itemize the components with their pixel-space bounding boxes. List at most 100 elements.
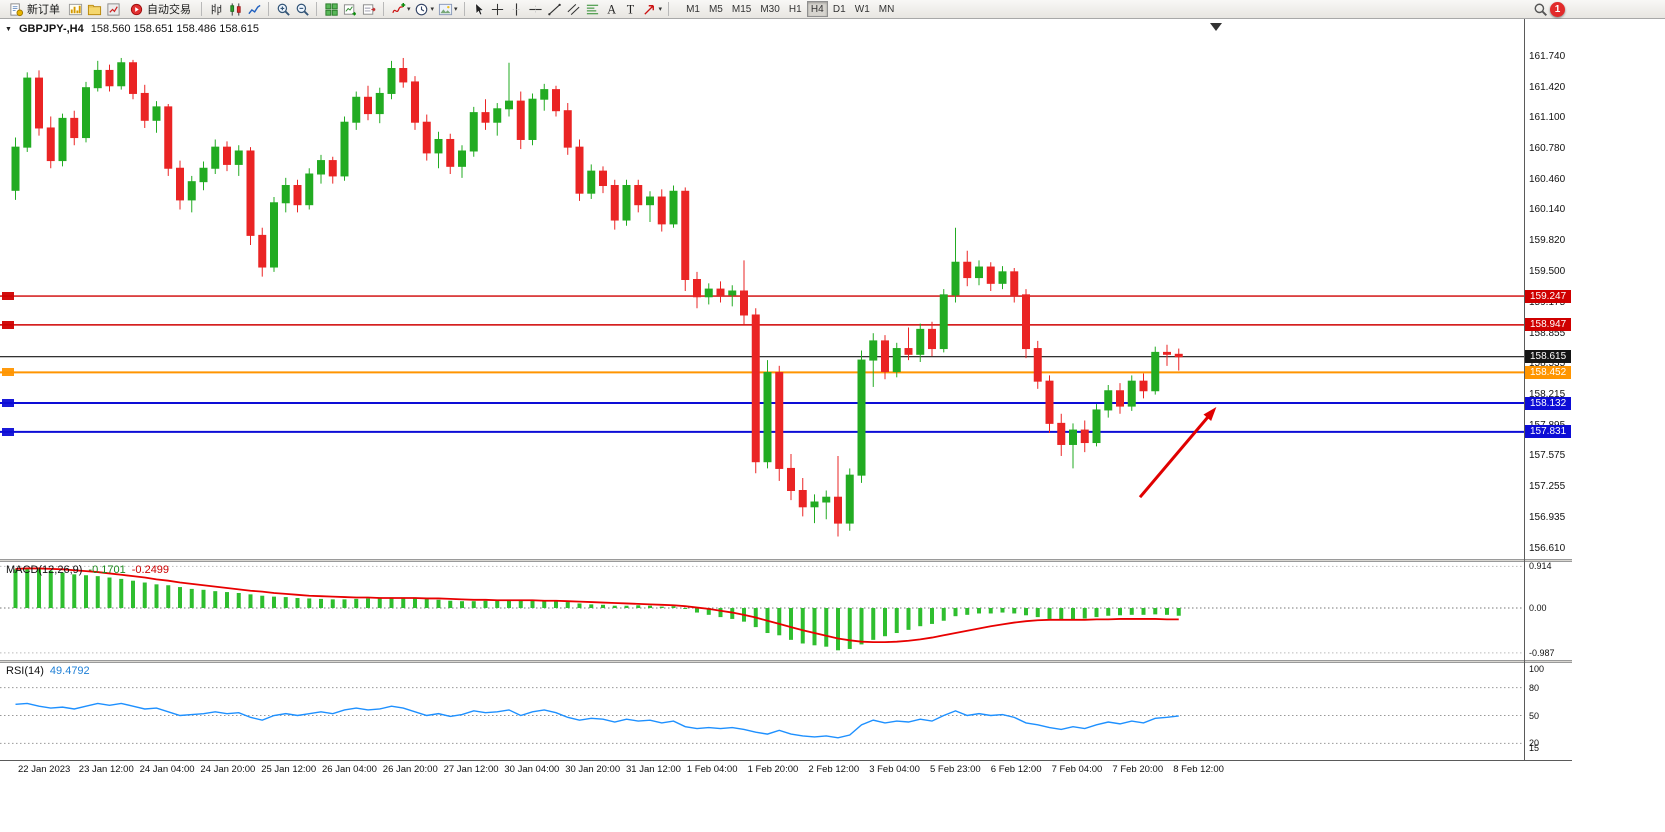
horizontal-line-icon[interactable]	[527, 1, 545, 17]
indicators-dropdown-caret[interactable]: ▾	[407, 6, 411, 13]
price-scale-label: 159.500	[1529, 265, 1566, 277]
new-order-button[interactable]: 新订单	[3, 1, 65, 18]
toolbar-separator	[316, 2, 317, 16]
notification-badge[interactable]: 1	[1550, 1, 1565, 17]
auto-scroll-icon[interactable]	[341, 1, 359, 17]
indicators-icon[interactable]	[389, 1, 407, 17]
arrows-icon[interactable]	[641, 1, 659, 17]
macd-panel[interactable]	[0, 562, 1524, 660]
macd-scale-label: 0.914	[1529, 561, 1552, 572]
periods-dropdown-caret[interactable]: ▾	[430, 6, 435, 13]
time-axis-label: 6 Feb 12:00	[990, 764, 1042, 775]
toolbar-separator	[383, 2, 384, 16]
search-icon[interactable]	[1531, 1, 1549, 17]
new-order-label: 新订单	[27, 4, 60, 16]
time-axis-label: 5 Feb 23:00	[930, 764, 981, 775]
text-icon[interactable]: A	[603, 1, 621, 17]
price-scale-label: 161.420	[1529, 81, 1566, 93]
autotrading-button[interactable]: 自动交易	[123, 1, 196, 18]
macd-name: MACD(12,26,9)	[6, 564, 83, 576]
time-axis-label: 25 Jan 12:00	[261, 764, 317, 775]
timeframe-m5-button[interactable]: M5	[705, 1, 727, 17]
chart-shift-icon[interactable]	[360, 1, 378, 17]
time-axis-label: 27 Jan 12:00	[443, 764, 499, 775]
zoom-in-icon[interactable]	[274, 1, 292, 17]
panel-separator[interactable]	[0, 559, 1572, 562]
price-scale-label: 157.575	[1529, 450, 1566, 462]
autotrading-label: 自动交易	[147, 4, 191, 16]
timeframe-d1-button[interactable]: D1	[829, 1, 850, 17]
main-price-chart[interactable]	[0, 19, 1524, 559]
timeframe-m30-button[interactable]: M30	[756, 1, 783, 17]
trend-arrow-annotation	[1138, 411, 1213, 499]
new-chart-icon[interactable]	[66, 1, 84, 17]
rsi-name: RSI(14)	[6, 665, 44, 677]
timeframe-m1-button[interactable]: M1	[682, 1, 704, 17]
line-chart-icon[interactable]	[245, 1, 263, 17]
price-scale-label: 161.740	[1529, 51, 1566, 62]
chart-marker-icon: ▼	[5, 25, 12, 33]
rsi-indicator-label: RSI(14) 49.4792	[6, 665, 90, 677]
level-left-marker[interactable]	[2, 320, 14, 329]
ohlc-values: 158.560 158.651 158.486 158.615	[90, 23, 259, 35]
market-watch-icon[interactable]	[104, 1, 122, 17]
time-axis-label: 30 Jan 20:00	[565, 764, 621, 775]
time-axis-label: 7 Feb 20:00	[1112, 764, 1164, 775]
candlesticks-icon[interactable]	[226, 1, 244, 17]
fibonacci-icon[interactable]	[584, 1, 602, 17]
level-left-marker[interactable]	[2, 427, 14, 436]
price-scale-label: 160.460	[1529, 173, 1566, 185]
time-axis-label: 2 Feb 12:00	[808, 764, 860, 775]
vertical-line-icon[interactable]	[508, 1, 526, 17]
level-left-marker[interactable]	[2, 292, 14, 301]
trendline-icon[interactable]	[546, 1, 564, 17]
text-label-icon[interactable]: T	[622, 1, 640, 17]
toolbar-separator	[668, 2, 670, 16]
price-level-badge: 158.452	[1525, 365, 1571, 379]
svg-text:A: A	[607, 2, 616, 16]
chart-window[interactable]: ▼ GBPJPY-,H4 158.560 158.651 158.486 158…	[0, 19, 1665, 832]
rsi-panel[interactable]	[0, 663, 1524, 759]
time-axis-label: 26 Jan 20:00	[382, 764, 438, 775]
autotrading-icon	[128, 1, 144, 17]
periods-icon[interactable]	[413, 1, 431, 17]
price-level-badge: 157.831	[1525, 425, 1571, 439]
rsi-scale-label: 15	[1529, 743, 1540, 754]
time-axis-label: 7 Feb 04:00	[1051, 764, 1103, 775]
templates-dropdown-caret[interactable]: ▾	[454, 6, 458, 13]
arrows-dropdown-caret[interactable]: ▾	[658, 6, 663, 13]
cursor-icon[interactable]	[470, 1, 488, 17]
timeframe-h1-button[interactable]: H1	[785, 1, 806, 17]
timeframe-h4-button[interactable]: H4	[806, 1, 828, 17]
price-scale-label: 157.255	[1529, 481, 1566, 493]
level-left-marker[interactable]	[2, 368, 14, 377]
time-axis-label: 30 Jan 04:00	[504, 764, 560, 775]
macd-indicator-label: MACD(12,26,9) -0.1701 -0.2499	[6, 564, 169, 576]
price-level-badge: 158.615	[1525, 350, 1571, 364]
symbol-timeframe: GBPJPY-,H4	[18, 23, 84, 35]
price-scale-label: 158.215	[1529, 389, 1566, 401]
macd-main-value: -0.1701	[88, 564, 126, 576]
level-left-marker[interactable]	[2, 399, 14, 408]
price-axis-border	[1524, 19, 1525, 760]
templates-icon[interactable]	[436, 1, 454, 17]
bar-chart-icon[interactable]	[207, 1, 225, 17]
price-scale-label: 158.535	[1529, 358, 1566, 370]
macd-scale-label: 0.00	[1529, 603, 1547, 613]
time-axis-label: 1 Feb 20:00	[747, 764, 799, 775]
tile-windows-icon[interactable]	[322, 1, 340, 17]
crosshair-icon[interactable]	[489, 1, 507, 17]
time-axis-label: 22 Jan 2023	[18, 764, 71, 775]
time-axis-border	[0, 760, 1572, 761]
panel-separator[interactable]	[0, 660, 1572, 663]
timeframe-w1-button[interactable]: W1	[851, 1, 874, 17]
zoom-out-icon[interactable]	[293, 1, 311, 17]
equidistant-channel-icon[interactable]	[565, 1, 583, 17]
rsi-scale-label: 20	[1529, 738, 1540, 749]
timeframe-m15-button[interactable]: M15	[728, 1, 755, 17]
rsi-scale-label: 50	[1529, 710, 1540, 721]
timeframe-mn-button[interactable]: MN	[875, 1, 899, 17]
profiles-icon[interactable]	[85, 1, 103, 17]
price-scale-label: 160.140	[1529, 204, 1566, 216]
